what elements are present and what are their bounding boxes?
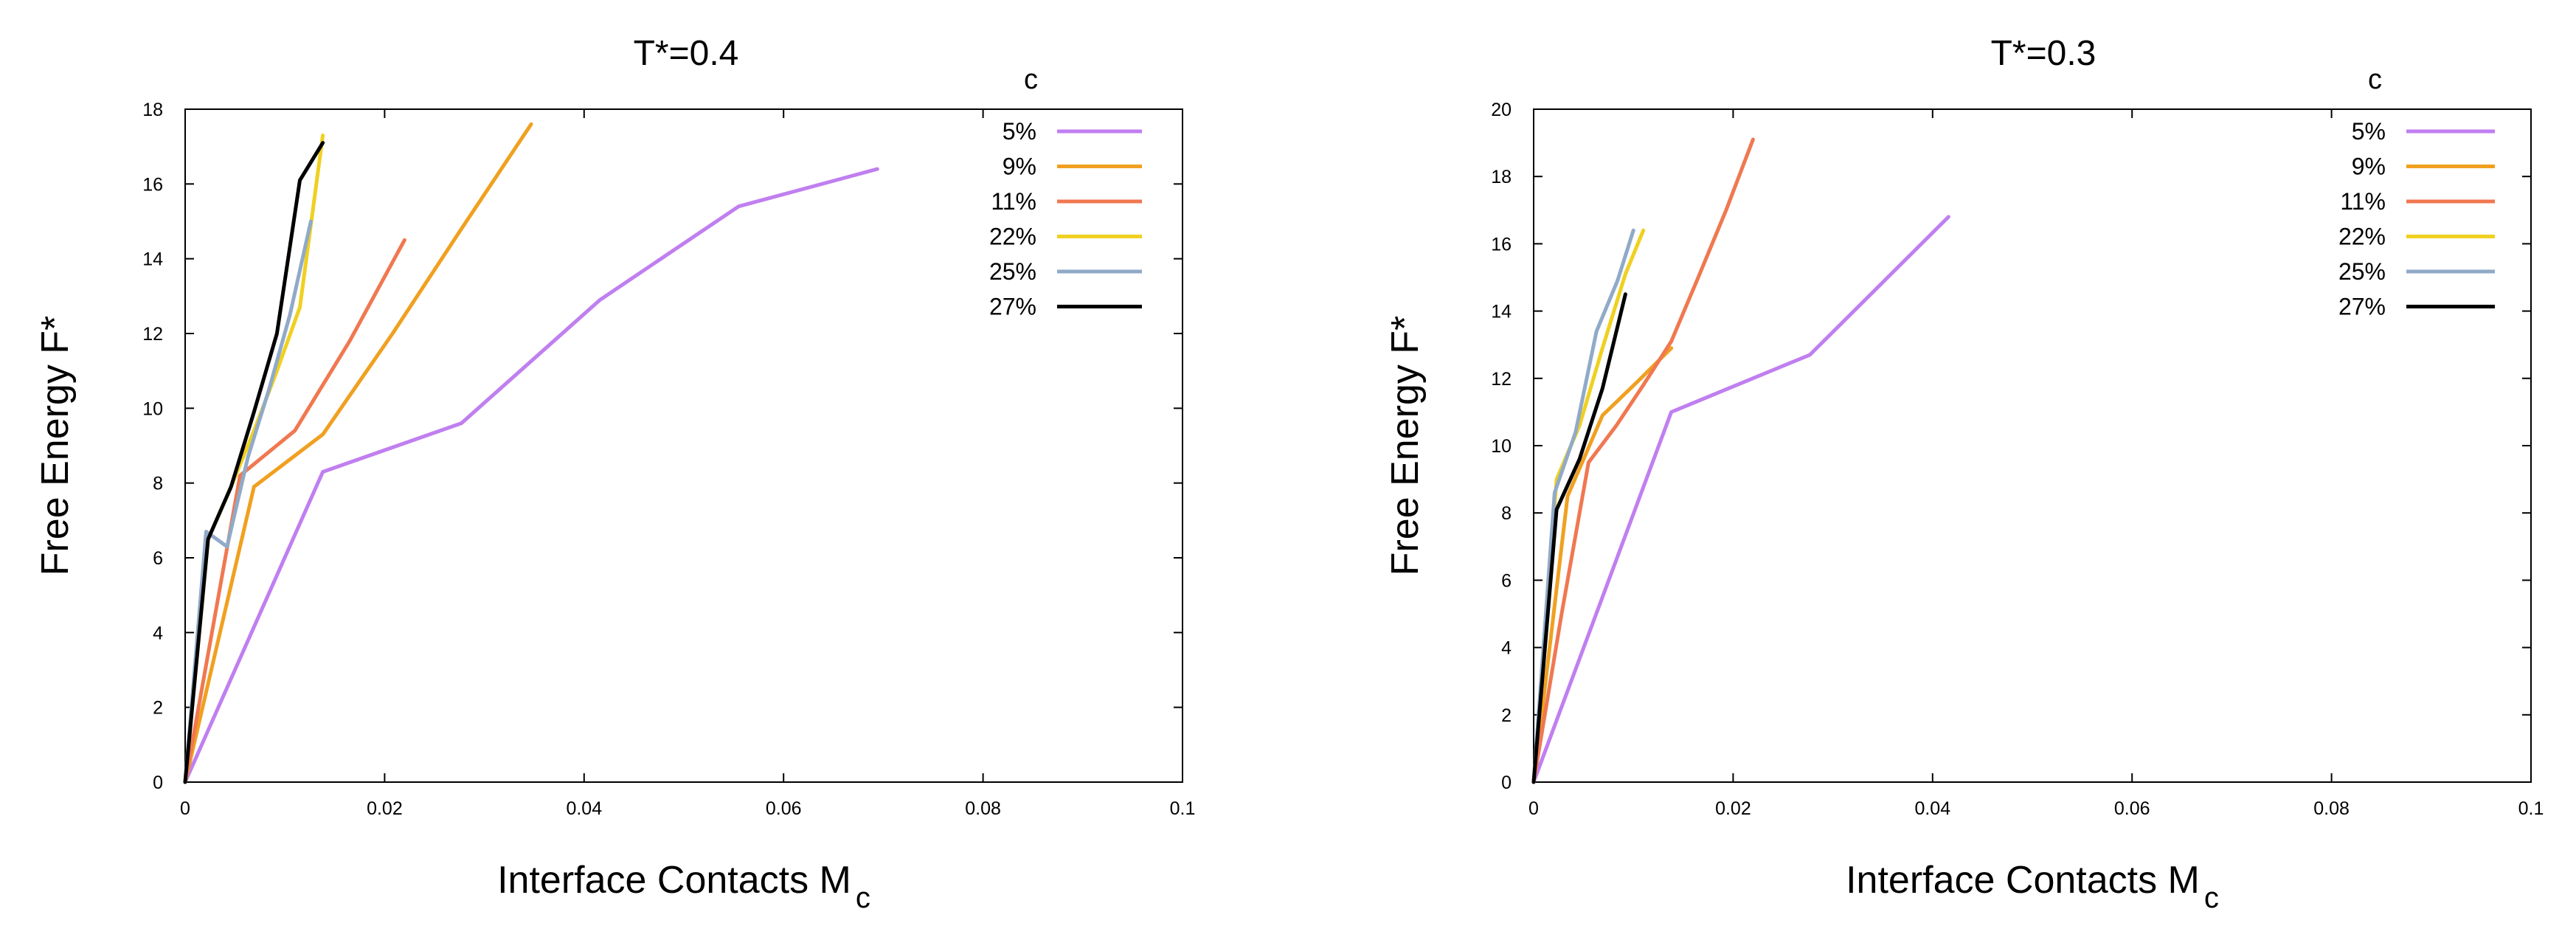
chart-1-xtick-label: 0.04 <box>566 798 602 819</box>
chart-1-ytick-label: 14 <box>142 249 163 270</box>
chart-1-ylabel: Free Energy F* <box>34 316 77 576</box>
chart-2-ytick-label: 14 <box>1491 302 1512 322</box>
chart-2-ytick-label: 4 <box>1501 638 1512 659</box>
chart-1-ytick-label: 6 <box>153 548 163 569</box>
chart-2-xtick-label: 0.04 <box>1914 798 1950 819</box>
chart-2-legend-label: 25% <box>2338 258 2386 285</box>
chart-2-legend-label: 11% <box>2340 188 2386 215</box>
chart-1-ytick-label: 0 <box>153 773 163 793</box>
chart-2-series-line-9pct <box>1531 346 1674 784</box>
chart-2-series-line-11pct <box>1531 137 1755 784</box>
chart-1-legend-label: 9% <box>1003 153 1036 180</box>
chart-2-legend-title: c <box>2368 64 2382 95</box>
chart-1-ytick-label: 12 <box>142 324 163 345</box>
chart-2-xtick-label: 0.06 <box>2114 798 2150 819</box>
chart-2-legend-label: 22% <box>2338 224 2386 250</box>
chart-1-series-line-25pct <box>183 219 313 784</box>
chart-1-xtick-label: 0.06 <box>766 798 802 819</box>
chart-1-legend-label: 25% <box>989 258 1036 285</box>
chart-1-legend-label: 22% <box>989 224 1036 250</box>
chart-2-xlabel-subscript: c <box>2204 882 2219 914</box>
chart-1-xlabel-text: Interface Contacts M <box>497 859 851 902</box>
chart-2-series-line-27pct <box>1531 292 1627 784</box>
chart-1-legend-title: c <box>1024 64 1038 95</box>
chart-2-xtick-label: 0 <box>1528 798 1539 819</box>
chart-2-title: T*=0.3 <box>1991 34 2097 73</box>
chart-1-series-line-5pct <box>183 167 879 784</box>
chart-2-series-line-25pct <box>1531 228 1635 784</box>
chart-2-ytick-label: 12 <box>1491 369 1512 390</box>
chart-1-title: T*=0.4 <box>634 34 739 73</box>
chart-2-xtick-label: 0.1 <box>2518 798 2544 819</box>
chart-1-ytick-label: 4 <box>153 623 163 643</box>
chart-2-ytick-label: 8 <box>1501 503 1512 524</box>
chart-1-legend-label: 11% <box>991 188 1036 215</box>
chart-2-ytick-label: 20 <box>1491 100 1512 120</box>
chart-2-series-line-5pct <box>1531 215 1950 784</box>
chart-1-ytick-label: 10 <box>142 398 163 419</box>
chart-2-series-line-22pct <box>1531 228 1646 784</box>
chart-2-xtick-label: 0.02 <box>1715 798 1751 819</box>
chart-1-ytick-label: 16 <box>142 174 163 195</box>
chart-2-ytick-label: 2 <box>1501 705 1512 726</box>
chart-2-ytick-label: 16 <box>1491 234 1512 255</box>
chart-1-ytick-label: 8 <box>153 474 163 494</box>
chart-1-xtick-label: 0.02 <box>367 798 403 819</box>
chart-2-ytick-label: 10 <box>1491 436 1512 457</box>
chart-2-xlabel-text: Interface Contacts M <box>1846 859 2200 902</box>
chart-2-xtick-label: 0.08 <box>2313 798 2350 819</box>
chart-2-legend-label: 9% <box>2352 153 2386 180</box>
chart-1-legend-label: 5% <box>1003 118 1036 145</box>
chart-1-plot-frame <box>184 108 1183 783</box>
chart-1-ytick-label: 2 <box>153 698 163 719</box>
chart-1-xtick-label: 0.08 <box>965 798 1001 819</box>
chart-1-xtick-label: 0 <box>180 798 190 819</box>
chart-1-series-line-22pct <box>183 134 325 784</box>
chart-1-series-line-27pct <box>183 141 325 784</box>
chart-2-legend-label: 27% <box>2338 294 2386 320</box>
chart-1-legend-label: 27% <box>989 294 1036 320</box>
chart-2-legend-label: 5% <box>2352 118 2386 145</box>
chart-2-ytick-label: 6 <box>1501 570 1512 591</box>
chart-1-series-line-11pct <box>183 238 406 784</box>
chart-2-ylabel: Free Energy F* <box>1384 316 1427 576</box>
chart-2-ytick-label: 0 <box>1501 773 1512 793</box>
chart-2-ytick-label: 18 <box>1491 167 1512 187</box>
chart-1-xtick-label: 0.1 <box>1170 798 1196 819</box>
chart-1-xlabel-subscript: c <box>856 882 870 914</box>
chart-1-series-line-9pct <box>183 122 533 784</box>
chart-1-ytick-label: 18 <box>142 100 163 120</box>
